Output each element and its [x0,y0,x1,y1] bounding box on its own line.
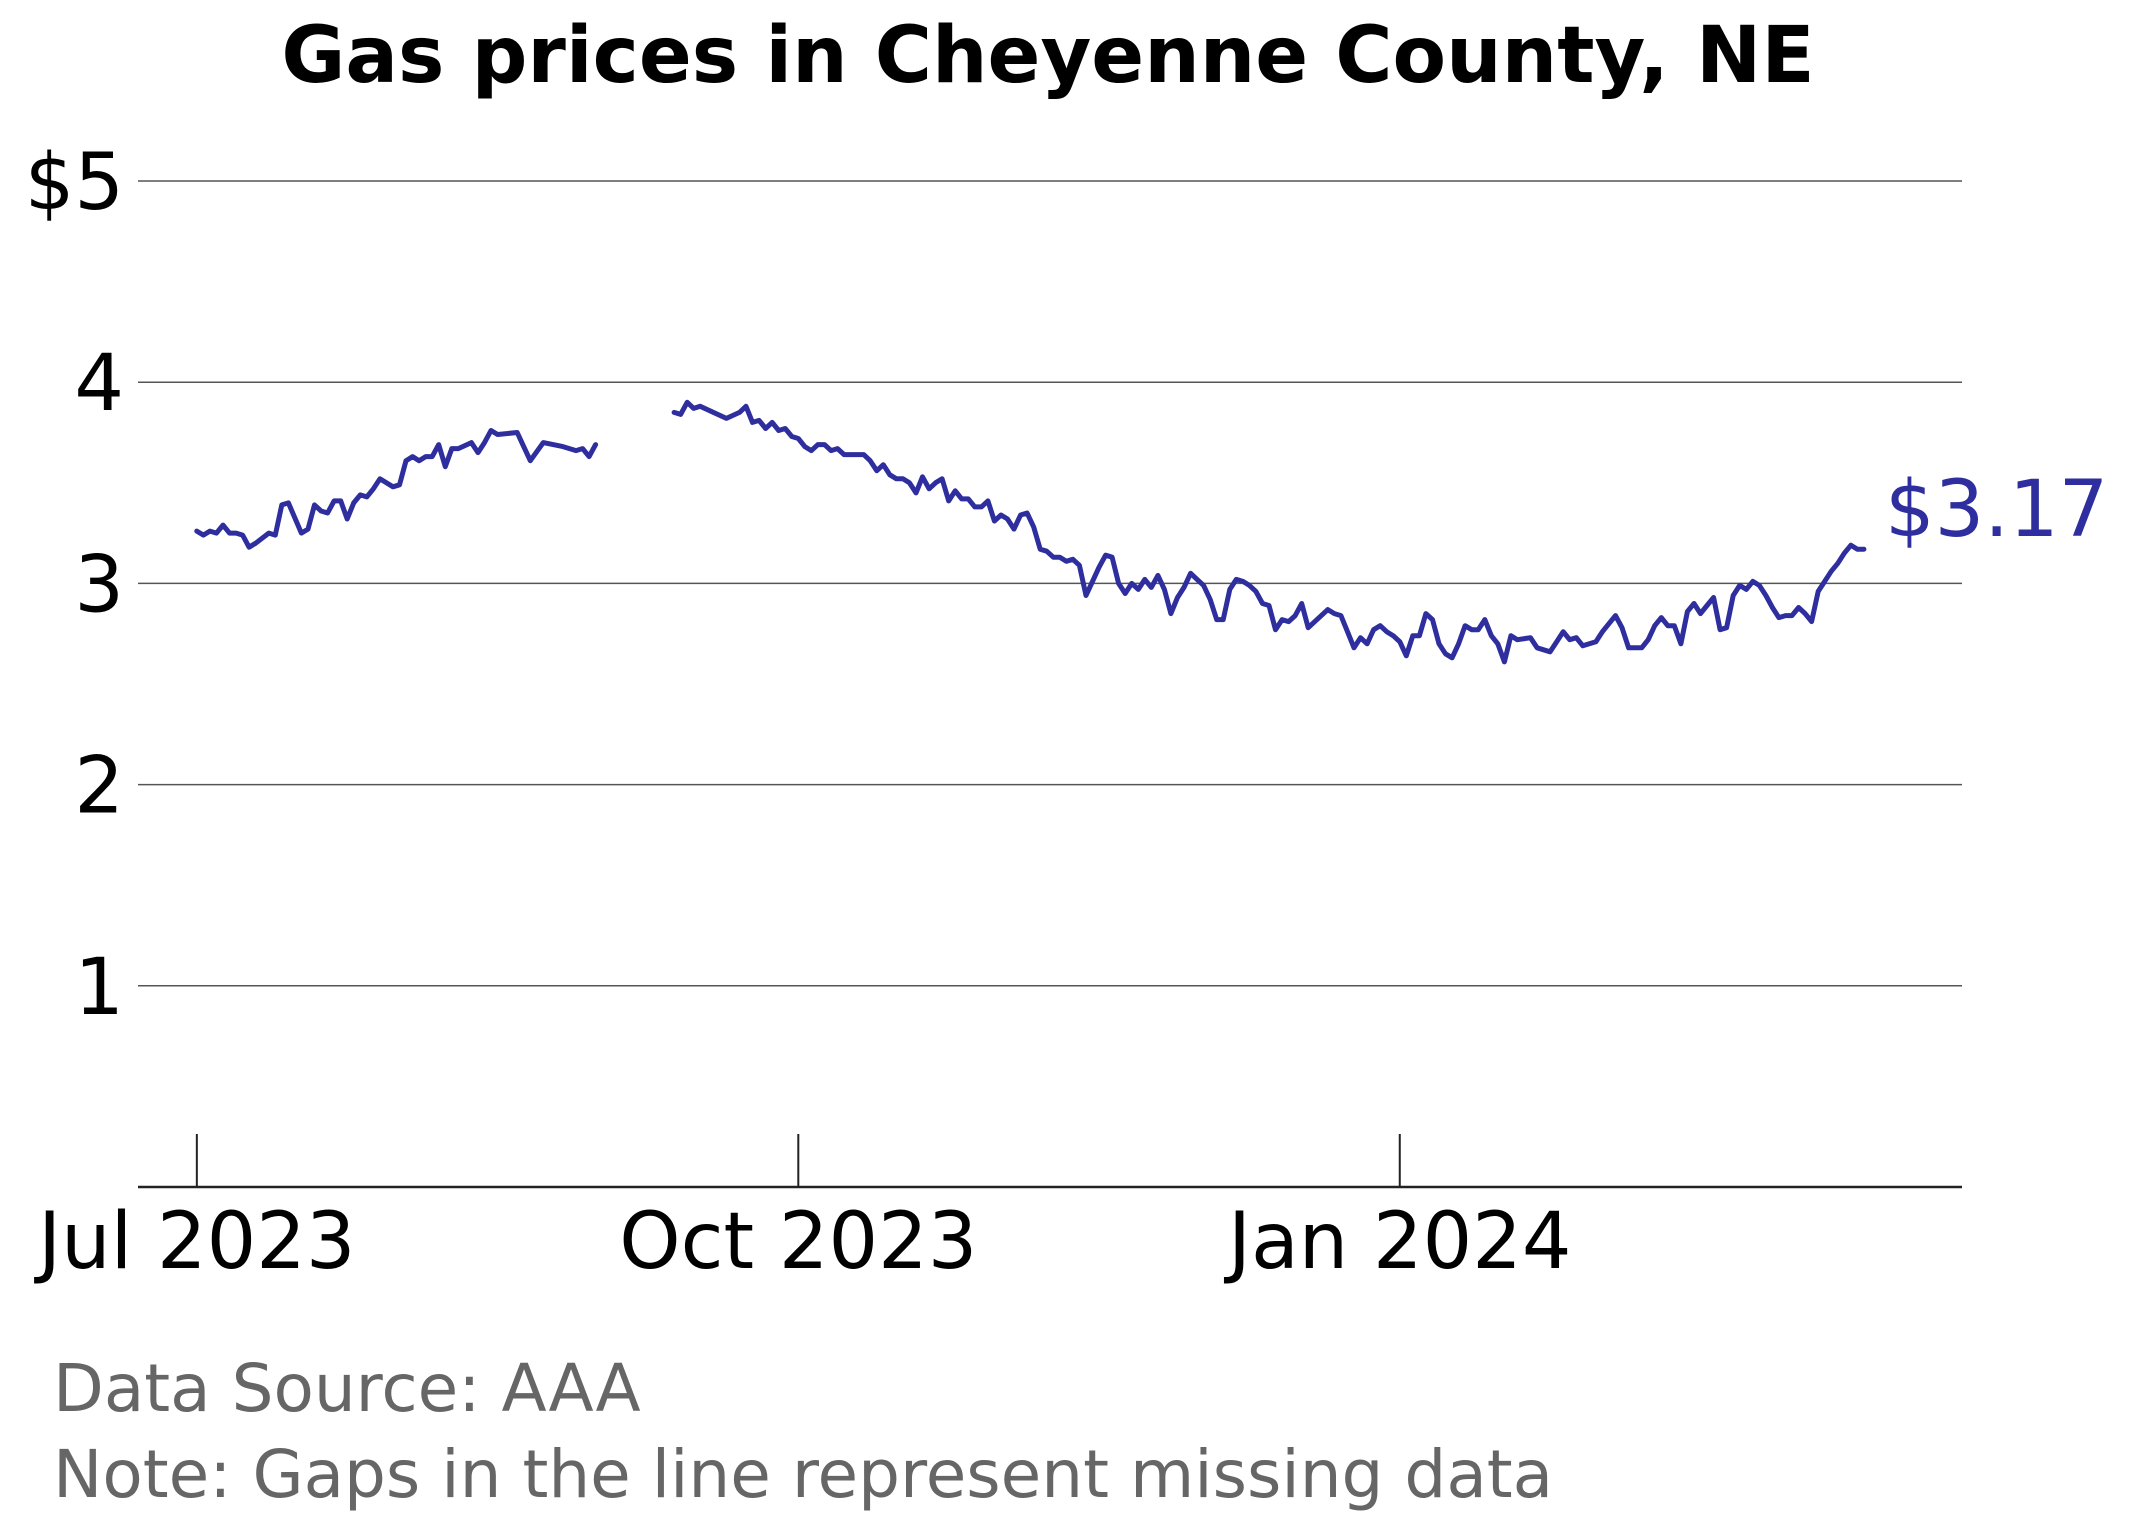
chart-title: Gas prices in Cheyenne County, NE [281,11,1814,101]
x-tick-label: Jan 2024 [1223,1197,1572,1287]
y-tick-label: 2 [74,742,124,832]
missing-data-note: Note: Gaps in the line represent missing… [53,1436,1554,1513]
y-axis-ticks: 1 2 3 4 $5 [25,138,124,1033]
data-source-note: Data Source: AAA [53,1350,641,1427]
series-line-segment [194,428,599,550]
y-tick-label: 1 [74,943,124,1033]
x-axis-ticks: Jul 2023 Oct 2023 Jan 2024 [33,1134,1572,1287]
x-tick-label: Jul 2023 [33,1197,355,1287]
last-value-label: $3.17 [1885,465,2108,555]
series-line-segment [671,399,1867,665]
x-tick-label: Oct 2023 [619,1197,977,1287]
y-tick-label: 4 [74,339,124,429]
gridlines [138,180,1962,987]
y-tick-label: 3 [74,540,124,630]
series-line [194,399,1867,665]
y-tick-label: $5 [25,138,124,228]
